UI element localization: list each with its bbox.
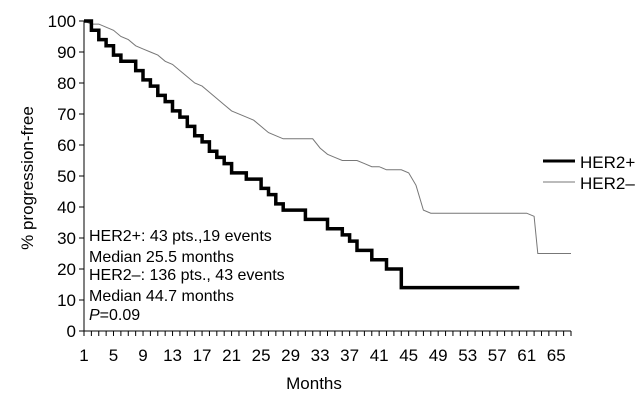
x-tick-label: 33	[311, 346, 330, 365]
legend-label-her2-neg: HER2–	[580, 174, 635, 193]
annotation-her2-pos-median: Median 25.5 months	[89, 249, 234, 266]
x-tick-label: 57	[488, 346, 507, 365]
x-tick-label: 25	[252, 346, 271, 365]
legend: HER2+ HER2–	[543, 153, 635, 193]
legend-label-her2-pos: HER2+	[580, 153, 635, 172]
x-tick-label: 9	[138, 346, 147, 365]
x-tick-label: 29	[281, 346, 300, 365]
x-tick-label: 1	[79, 346, 88, 365]
p-value-text: =0.09	[100, 307, 141, 324]
y-tick-label: 90	[57, 43, 76, 62]
x-tick-label: 37	[340, 346, 359, 365]
x-tick-label: 45	[399, 346, 418, 365]
y-tick-label: 100	[48, 12, 76, 31]
x-tick-label: 17	[193, 346, 212, 365]
p-value-label: P	[89, 307, 100, 324]
y-tick-label: 80	[57, 74, 76, 93]
y-tick-label: 30	[57, 229, 76, 248]
y-tick-label: 70	[57, 105, 76, 124]
y-tick-label: 40	[57, 198, 76, 217]
y-tick-label: 60	[57, 136, 76, 155]
y-tick-label: 20	[57, 260, 76, 279]
x-tick-label: 13	[163, 346, 182, 365]
x-tick-label: 53	[458, 346, 477, 365]
y-tick-label: 10	[57, 291, 76, 310]
y-axis-title: % progression-free	[18, 106, 37, 250]
series-her2-neg-line	[83, 20, 571, 254]
x-tick-label: 41	[370, 346, 389, 365]
annotation-her2-neg-counts: HER2–: 136 pts., 43 events	[89, 267, 285, 284]
annotation-her2-neg-median: Median 44.7 months	[89, 288, 234, 305]
x-tick-label: 5	[109, 346, 118, 365]
x-tick-label: 61	[517, 346, 536, 365]
stats-annotation: HER2+: 43 pts.,19 events Median 25.5 mon…	[89, 228, 285, 324]
y-tick-label: 0	[67, 322, 76, 341]
y-tick-label: 50	[57, 167, 76, 186]
x-tick-label: 65	[547, 346, 566, 365]
x-tick-label: 21	[222, 346, 241, 365]
series-her2-pos-line	[84, 19, 520, 290]
y-axis: 0 10 20 30 40 50 60 70 80 90 100	[48, 12, 85, 341]
x-tick-label: 49	[429, 346, 448, 365]
annotation-p-value: P=0.09	[89, 307, 140, 324]
x-axis: 1 5 9 13 17 21 25 29 33 37 41 45 49 53 57 61 65	[79, 330, 572, 365]
x-axis-title: Months	[286, 374, 342, 393]
annotation-her2-pos-counts: HER2+: 43 pts.,19 events	[89, 228, 272, 245]
